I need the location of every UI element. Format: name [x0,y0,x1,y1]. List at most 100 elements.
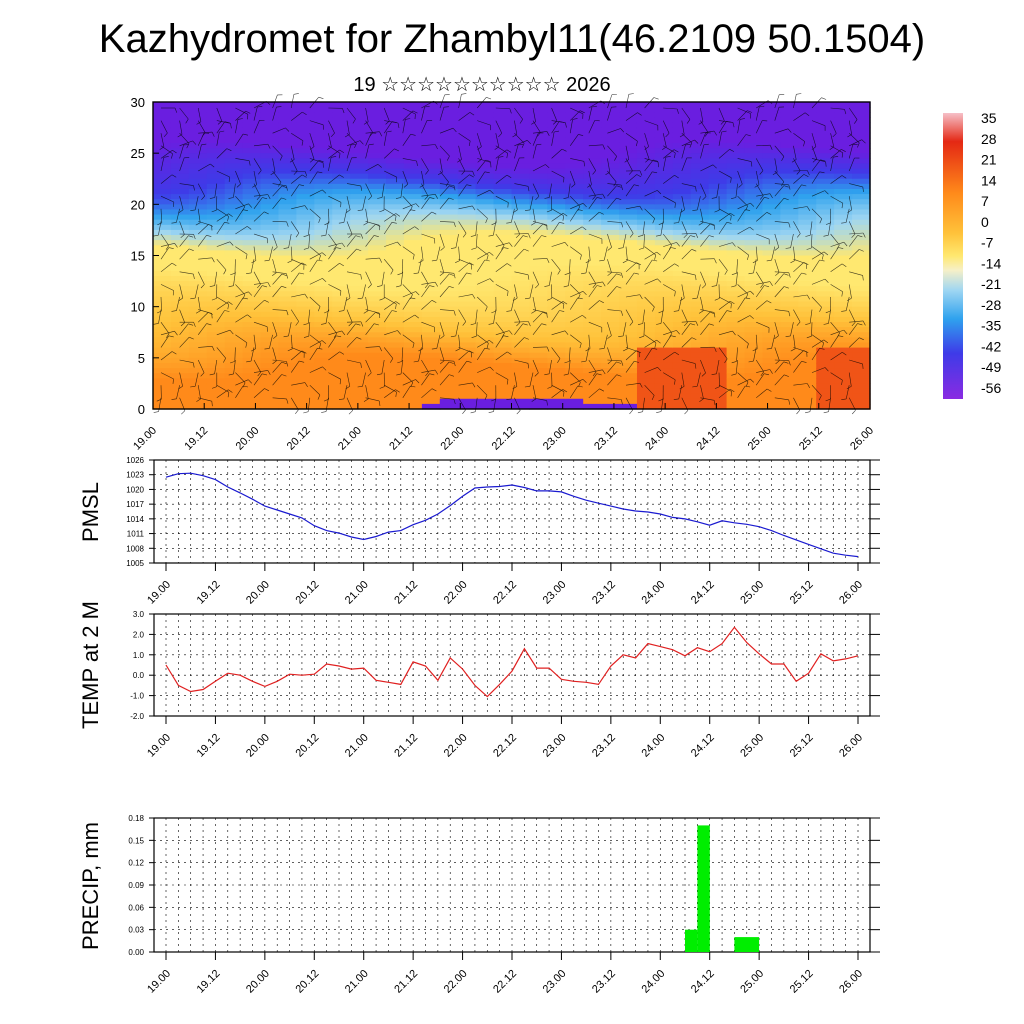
heatmap-cell [314,296,333,303]
wind-barb [793,132,805,142]
wind-barb [681,139,695,147]
heatmap-cell [601,286,620,292]
wind-barb-flag [692,385,698,388]
heatmap-cell [726,332,746,338]
wind-barb-flag [596,285,602,287]
heatmap-cell [457,153,477,159]
wind-barb [272,107,277,121]
heatmap-cell [260,235,280,241]
wind-barb-flag [466,272,472,275]
heatmap-cell [457,122,477,129]
wind-barb-flag [801,361,807,363]
wind-barb-flag [561,148,567,152]
wind-barb [737,110,748,121]
wind-barb-flag [359,140,364,145]
wind-barb-flag [390,269,394,275]
wind-barb [179,107,189,120]
heatmap-cell [654,291,674,298]
heatmap-cell [511,188,531,195]
wind-barb [793,206,808,210]
heatmap-cell [780,301,799,308]
heatmap-cell [583,168,602,175]
heatmap-cell [170,322,190,328]
heatmap-cell [744,322,764,328]
heatmap-cell [421,327,441,333]
heatmap-cell [421,383,441,390]
heatmap-cell [798,250,817,257]
heatmap-cell [798,270,817,277]
heatmap-cell [170,342,190,349]
wind-barb [588,321,602,328]
heatmap-cell [798,245,817,251]
wind-barb [421,359,429,373]
wind-barb-flag [785,247,791,249]
heatmap-cell [690,153,710,159]
heatmap-cell [403,250,423,257]
heatmap-cell [852,347,871,354]
wind-barb-flag [331,156,337,158]
wind-barb-flag [472,205,476,211]
heatmap-cell [457,127,477,134]
wind-barb-flag [256,195,261,200]
wind-barb-flag [652,347,658,350]
wind-barb-flag [209,197,215,199]
wind-barb [346,107,356,120]
wind-barb-flag [796,93,802,95]
heatmap-cell [672,204,692,211]
heatmap-cell [601,306,620,313]
wind-barb [384,241,398,247]
x-tick-label: 20.12 [285,425,313,453]
wind-barb [421,144,436,147]
heatmap-cell [332,291,351,298]
heatmap-cell [654,357,674,364]
heatmap-cell [654,347,674,354]
heatmap-cell [439,224,459,231]
wind-barb-flag [378,400,381,406]
heatmap-cell [636,337,656,344]
wind-barb-flag [616,361,622,364]
heatmap-cell [816,270,835,277]
heatmap-cell [798,393,817,400]
wind-barb-flag [581,360,587,363]
wind-barb-flag [622,260,628,264]
wind-barb-flag [248,203,253,208]
heatmap-cell [834,398,853,405]
wind-barb [793,246,796,261]
heatmap-cell [475,362,495,369]
wind-barb-flag [507,351,512,355]
wind-barb [848,107,858,120]
heatmap-cell [493,275,513,282]
wind-barb-flag [264,259,270,262]
heatmap-cell [672,153,692,159]
heatmap-cell [834,148,853,154]
wind-barb-flag [629,409,633,415]
wind-barb [551,170,565,178]
heatmap-cell [260,188,280,195]
heatmap-cell [744,204,764,211]
wind-barb [681,132,693,144]
heatmap-cell [278,255,298,262]
heatmap-cell [690,204,710,211]
wind-barb-flag [819,259,825,262]
heatmap-cell [798,199,817,205]
heatmap-cell [368,240,387,246]
heatmap-cell [708,163,728,170]
wind-barb-flag [303,247,309,250]
wind-barb-flag [431,259,437,262]
heatmap-cell [224,204,244,211]
wind-barb-flag [425,170,429,175]
heatmap-cell [278,188,298,195]
heatmap-cell [601,250,620,257]
heatmap-cell [332,378,351,385]
wind-barb [253,106,258,121]
heatmap-cell [762,342,781,349]
wind-barb-flag [196,398,201,402]
wind-barb-flag [599,300,604,304]
heatmap-cell [852,393,871,400]
heatmap-cell [852,378,871,385]
heatmap-cell [170,194,190,200]
heatmap-cell [439,281,459,287]
heatmap-cell [601,117,620,124]
heatmap-cell [619,332,638,338]
heatmap-cell [529,403,548,410]
